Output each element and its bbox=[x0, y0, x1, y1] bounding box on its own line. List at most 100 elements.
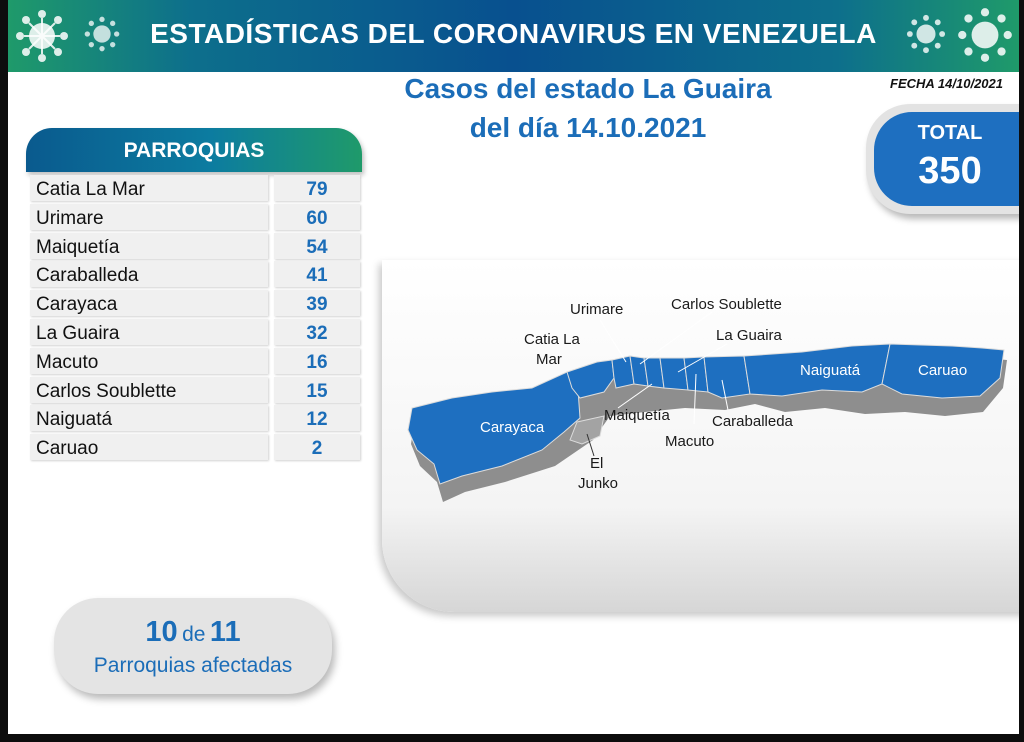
la-guaira-map bbox=[407, 311, 1007, 502]
header-banner: ESTADÍSTICAS DEL CORONAVIRUS EN VENEZUEL… bbox=[8, 0, 1019, 72]
parroquia-name: La Guaira bbox=[36, 322, 120, 344]
parroquia-cases: 60 bbox=[306, 207, 328, 229]
table-row: Caraballeda 41 bbox=[28, 260, 364, 289]
affected-count: 10 bbox=[145, 616, 178, 648]
name-cell: Macuto bbox=[30, 347, 268, 374]
table-row: Maiquetía 54 bbox=[28, 232, 364, 261]
virus-icon bbox=[958, 8, 1012, 62]
parroquia-name: Naiguatá bbox=[36, 409, 113, 431]
total-badge-inner: TOTAL 350 bbox=[874, 112, 1019, 206]
cases-cell: 32 bbox=[274, 318, 360, 345]
leader-line bbox=[693, 373, 697, 425]
label-el-junko-2: Junko bbox=[578, 475, 619, 492]
affected-count-line: 10 de 11 bbox=[54, 616, 332, 649]
name-cell: Maiquetía bbox=[30, 232, 268, 259]
catia-la-mar-region bbox=[566, 359, 615, 399]
parroquias-header-label: PARROQUIAS bbox=[123, 139, 265, 162]
label-carlos-soublette: Carlos Soublette bbox=[671, 296, 782, 313]
banner-title: ESTADÍSTICAS DEL CORONAVIRUS EN VENEZUEL… bbox=[150, 18, 877, 49]
label-catia-la-mar-2: Mar bbox=[536, 351, 562, 368]
cases-cell: 15 bbox=[274, 376, 360, 403]
label-caruao: Caruao bbox=[918, 362, 968, 379]
table-row: Carayaca 39 bbox=[28, 289, 364, 318]
affected-parishes-badge: 10 de 11 Parroquias afectadas bbox=[54, 598, 332, 694]
table-row: Naiguatá 12 bbox=[28, 404, 364, 433]
label-el-junko-1: El bbox=[590, 455, 604, 472]
cases-cell: 60 bbox=[274, 203, 360, 230]
page-subtitle: del día 14.10.2021 bbox=[469, 112, 707, 143]
label-macuto: Macuto bbox=[665, 433, 715, 450]
name-cell: Caraballeda bbox=[30, 261, 268, 288]
name-cell: La Guaira bbox=[30, 318, 268, 345]
naiguata-region bbox=[743, 343, 891, 397]
parroquia-name: Catia La Mar bbox=[36, 179, 145, 200]
virus-icon bbox=[84, 16, 120, 52]
table-row: La Guaira 32 bbox=[28, 318, 364, 347]
parroquia-cases: 41 bbox=[306, 265, 328, 287]
parroquia-name: Carlos Soublette bbox=[36, 380, 177, 402]
affected-label: Parroquias afectadas bbox=[93, 654, 293, 677]
leader-lines bbox=[599, 311, 729, 425]
cases-cell: 39 bbox=[274, 290, 360, 317]
table-row: Caruao 2 bbox=[28, 433, 364, 462]
total-label: TOTAL bbox=[917, 122, 983, 144]
total-badge: TOTAL 350 bbox=[866, 104, 1019, 214]
parroquia-cases: 54 bbox=[306, 236, 328, 258]
cases-cell: 2 bbox=[274, 434, 360, 461]
name-cell: Carayaca bbox=[30, 290, 268, 317]
parroquia-name: Caruao bbox=[36, 438, 99, 460]
leader-line bbox=[617, 383, 653, 409]
label-maiquetia: Maiquetía bbox=[604, 407, 670, 424]
table-row: Carlos Soublette 15 bbox=[28, 376, 364, 405]
caraballeda-region bbox=[703, 355, 751, 399]
affected-of: de bbox=[182, 623, 206, 646]
parroquias-table: Catia La Mar 79 Urimare 60 Maiquetía 54 Car… bbox=[28, 174, 364, 462]
name-cell: Carlos Soublette bbox=[30, 376, 268, 403]
el-junko-region bbox=[569, 415, 605, 445]
parroquia-name: Caraballeda bbox=[36, 265, 139, 287]
label-carayaca: Carayaca bbox=[480, 419, 545, 436]
cases-cell: 16 bbox=[274, 347, 360, 374]
leader-line bbox=[721, 379, 729, 411]
virus-icon bbox=[906, 14, 946, 54]
label-urimare: Urimare bbox=[570, 301, 624, 318]
leader-line bbox=[599, 319, 627, 363]
table-row: Catia La Mar 79 bbox=[28, 174, 364, 203]
carayaca-region bbox=[407, 371, 581, 485]
parroquia-cases: 2 bbox=[311, 438, 323, 460]
parroquia-cases: 16 bbox=[306, 351, 328, 373]
urimare-region bbox=[611, 355, 635, 389]
cases-cell: 41 bbox=[274, 261, 360, 288]
parroquia-cases: 39 bbox=[306, 294, 328, 316]
caruao-region bbox=[881, 343, 1005, 399]
parroquia-name: Carayaca bbox=[36, 294, 118, 316]
name-cell: Urimare bbox=[30, 203, 268, 230]
parroquia-cases: 79 bbox=[306, 179, 328, 200]
table-row: Macuto 16 bbox=[28, 347, 364, 376]
map-panel: Urimare Carlos Soublette Catia La Mar La… bbox=[382, 260, 1019, 612]
label-la-guaira: La Guaira bbox=[716, 327, 782, 344]
name-cell: Catia La Mar bbox=[30, 175, 268, 201]
la-guaira-region bbox=[659, 357, 689, 391]
report-date: FECHA 14/10/2021 bbox=[890, 76, 1003, 91]
parroquia-cases: 12 bbox=[306, 409, 328, 431]
label-caraballeda: Caraballeda bbox=[712, 413, 793, 430]
affected-total: 11 bbox=[209, 616, 241, 648]
table-row: Urimare 60 bbox=[28, 203, 364, 232]
cases-cell: 79 bbox=[274, 175, 360, 201]
parroquia-name: Macuto bbox=[36, 351, 99, 373]
cases-cell: 54 bbox=[274, 232, 360, 259]
name-cell: Caruao bbox=[30, 434, 268, 461]
parroquia-name: Urimare bbox=[36, 207, 104, 229]
page-title: Casos del estado La Guaira bbox=[404, 73, 772, 104]
label-catia-la-mar-1: Catia La bbox=[524, 331, 580, 348]
name-cell: Naiguatá bbox=[30, 405, 268, 432]
infographic: ESTADÍSTICAS DEL CORONAVIRUS EN VENEZUEL… bbox=[8, 0, 1019, 734]
leader-line bbox=[586, 433, 595, 457]
parroquia-name: Maiquetía bbox=[36, 236, 120, 258]
cases-cell: 12 bbox=[274, 405, 360, 432]
parroquias-header: PARROQUIAS bbox=[26, 128, 362, 172]
parroquia-cases: 15 bbox=[306, 380, 328, 402]
leader-line bbox=[677, 343, 728, 373]
label-naiguata: Naiguatá bbox=[800, 362, 861, 379]
